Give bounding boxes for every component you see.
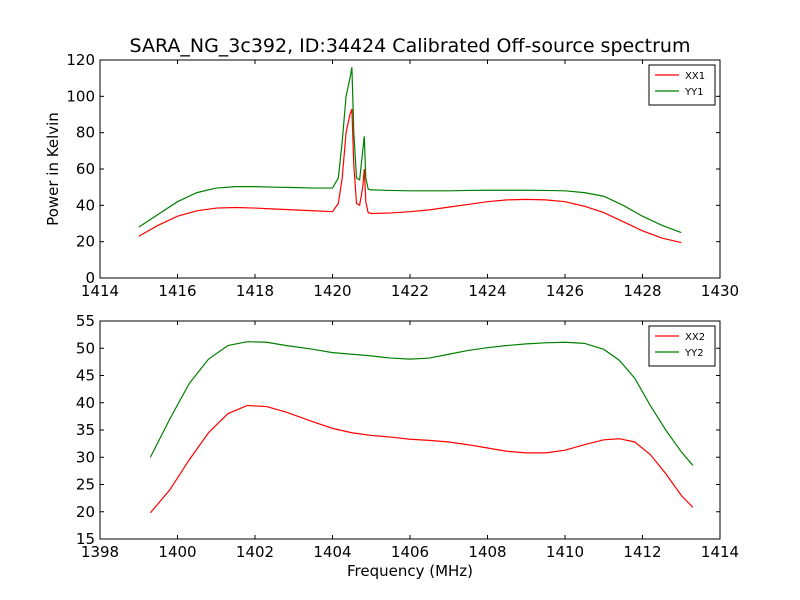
legend-label-yy2: YY2	[684, 348, 704, 359]
y-tick-label: 15	[76, 530, 95, 548]
y-tick-label: 120	[66, 51, 95, 69]
axes-frame	[99, 320, 721, 540]
x-tick-label: 1406	[391, 543, 429, 561]
y-tick-label: 45	[76, 367, 95, 385]
y-tick-label: 50	[76, 339, 95, 357]
x-tick-label: 1410	[546, 543, 584, 561]
x-tick-label: 1398	[81, 543, 119, 561]
y-tick-label: 40	[76, 196, 95, 214]
x-tick-label: 1426	[546, 282, 584, 300]
series-line-xx1	[138, 108, 682, 244]
x-tick-label: 1422	[391, 282, 429, 300]
series-line-yy2	[149, 341, 694, 466]
legend-label-xx1: XX1	[685, 71, 705, 82]
spectrum-plot-top: 1414 1416 1418 1420 1422 1424 1426 1428 1430 0 20 4…	[44, 35, 739, 300]
legend-label-xx2: XX2	[685, 332, 705, 343]
x-tick-label: 1418	[236, 282, 274, 300]
spectrum-plot-bottom: 1398 1400 1402 1404 1406 1408 1410 1412 1414 15 20…	[76, 312, 739, 580]
y-tick-label: 80	[76, 124, 95, 142]
y-tick-label: 35	[76, 421, 95, 439]
x-tick-label: 1416	[158, 282, 196, 300]
y-tick-label: 25	[76, 476, 95, 494]
y-tick-label: 55	[76, 312, 95, 330]
y-tick-label: 30	[76, 448, 95, 466]
x-tick-label: 1400	[158, 543, 196, 561]
x-tick-label: 1402	[236, 543, 274, 561]
y-tick-label: 0	[85, 269, 95, 287]
x-tick-label: 1424	[468, 282, 506, 300]
y-axis-label: Power in Kelvin	[44, 112, 62, 226]
x-tick-label: 1414	[701, 543, 739, 561]
x-tick-label: 1420	[313, 282, 351, 300]
series-line-yy1	[138, 67, 682, 234]
y-tick-label: 20	[76, 503, 95, 521]
series-line-xx2	[149, 404, 694, 514]
y-tick-label: 20	[76, 233, 95, 251]
y-tick-label: 40	[76, 394, 95, 412]
x-tick-label: 1404	[313, 543, 351, 561]
x-tick-label: 1428	[623, 282, 661, 300]
y-tick-label: 100	[66, 87, 95, 105]
x-tick-label: 1408	[468, 543, 506, 561]
axes-frame	[99, 59, 721, 279]
x-tick-label: 1414	[81, 282, 119, 300]
y-tick-label: 60	[76, 160, 95, 178]
chart-title: SARA_NG_3c392, ID:34424 Calibrated Off-s…	[130, 35, 691, 57]
x-tick-label: 1412	[623, 543, 661, 561]
x-tick-label: 1430	[701, 282, 739, 300]
x-axis-label: Frequency (MHz)	[347, 562, 473, 580]
legend-label-yy1: YY1	[684, 87, 704, 98]
legend-box	[648, 64, 716, 106]
legend-box	[648, 325, 716, 367]
